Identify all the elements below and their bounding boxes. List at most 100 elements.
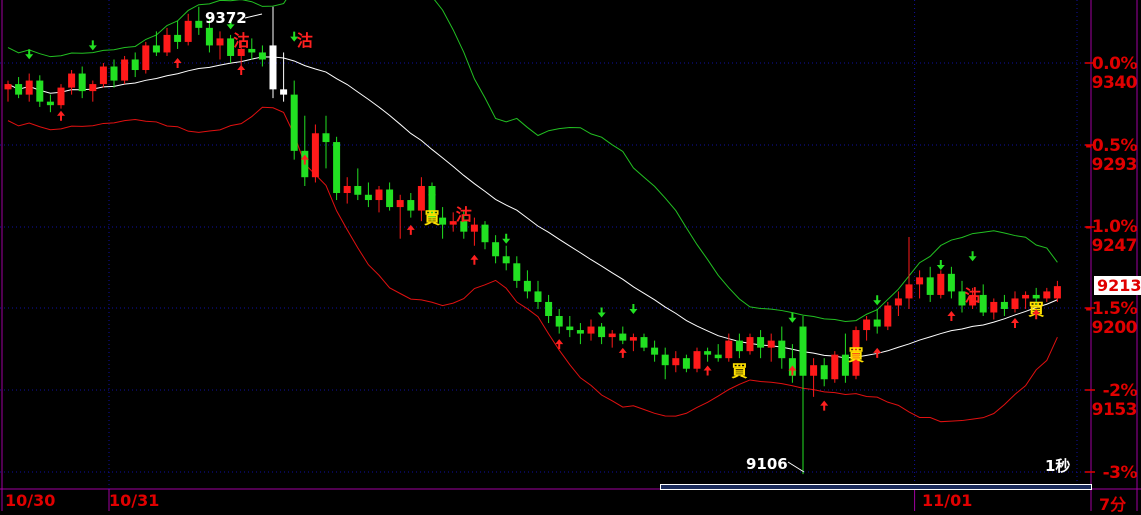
candle-body xyxy=(290,94,298,151)
candle-body xyxy=(810,365,818,376)
low-leader-line xyxy=(787,461,805,473)
up-arrow-icon xyxy=(406,224,415,235)
candle-body xyxy=(46,101,54,106)
candle-body xyxy=(587,326,595,334)
up-arrow-icon xyxy=(173,58,182,68)
buy-signal-label: 買 xyxy=(424,209,440,228)
candle-body xyxy=(269,45,277,90)
candle-body xyxy=(142,45,150,71)
up-arrow-icon xyxy=(618,347,627,358)
candle-body xyxy=(757,337,765,348)
sell-signal-label: 沽 xyxy=(456,205,472,224)
up-arrow-icon xyxy=(470,254,479,265)
candle-body xyxy=(258,52,266,60)
candle-body xyxy=(598,326,606,338)
candle-body xyxy=(619,333,627,341)
candle-body xyxy=(121,59,129,81)
candle-body xyxy=(322,133,330,143)
candle-body xyxy=(205,27,213,46)
candle-body xyxy=(863,319,871,331)
down-arrow-icon xyxy=(428,189,436,200)
candle-body xyxy=(227,38,235,56)
down-arrow-icon xyxy=(629,303,638,314)
candle-body xyxy=(820,365,828,380)
down-arrow-icon xyxy=(597,307,606,318)
timer-label: 1秒 xyxy=(1045,457,1071,475)
candle-body xyxy=(672,358,680,366)
candle-body xyxy=(36,80,44,102)
candle-body xyxy=(979,294,987,313)
candle-body xyxy=(428,185,436,218)
low-price-label: 9106 xyxy=(746,455,788,473)
candle-body xyxy=(280,89,288,95)
candle-body xyxy=(746,337,754,352)
candle-body xyxy=(1022,294,1030,299)
chart-scrollbar[interactable] xyxy=(660,484,1092,490)
candle-body xyxy=(364,194,372,201)
candle-body xyxy=(492,242,500,257)
candle-body xyxy=(131,59,139,71)
y-tick-price-3: 9200 xyxy=(1091,318,1138,338)
candle-body xyxy=(947,273,955,292)
candle-body xyxy=(682,358,690,369)
bollinger-lower-band xyxy=(7,106,1058,423)
buy-signal-label: 買 xyxy=(731,361,747,380)
candle-body xyxy=(916,277,924,285)
down-arrow-icon xyxy=(788,312,797,323)
candle-body xyxy=(237,48,245,56)
date-label-1030: 10/30 xyxy=(5,491,56,510)
candle-body xyxy=(248,48,256,53)
down-arrow-icon xyxy=(25,49,34,60)
candle-body xyxy=(693,351,701,369)
y-tick-percent-0: 0.0% xyxy=(1091,54,1138,74)
down-arrow-icon xyxy=(936,260,945,271)
candle-body xyxy=(990,301,998,313)
y-tick-percent-4: -2% xyxy=(1102,381,1138,401)
up-arrow-icon xyxy=(555,339,564,350)
sell-signal-label: 沽 xyxy=(965,286,981,305)
candle-body xyxy=(735,340,743,352)
up-arrow-icon xyxy=(820,400,829,411)
interval-label[interactable]: 7分 xyxy=(1099,495,1127,514)
candle-body xyxy=(386,189,394,208)
candle-body xyxy=(25,80,33,95)
y-tick-percent-3: -1.5% xyxy=(1085,299,1137,319)
up-arrow-icon xyxy=(873,347,882,358)
candle-body xyxy=(184,20,192,42)
candle-body xyxy=(470,224,478,232)
candle-body xyxy=(884,305,892,327)
moving-average-line xyxy=(7,56,1058,359)
candle-body xyxy=(375,189,383,201)
candle-body xyxy=(958,291,966,306)
candle-body xyxy=(311,133,319,178)
candle-body xyxy=(110,66,118,81)
down-arrow-icon xyxy=(226,19,235,30)
candle-body xyxy=(640,337,648,348)
up-arrow-icon xyxy=(703,365,712,376)
candle-body xyxy=(799,326,807,376)
candle-body xyxy=(714,354,722,359)
candle-body xyxy=(767,340,775,348)
up-arrow-icon xyxy=(300,154,309,165)
date-label-1031: 10/31 xyxy=(109,491,160,510)
up-arrow-icon xyxy=(947,311,956,322)
candle-body xyxy=(534,291,542,302)
candle-body xyxy=(15,84,23,95)
candle-body xyxy=(99,66,107,85)
candle-body xyxy=(555,316,563,327)
y-tick-percent-1: -0.5% xyxy=(1085,136,1137,156)
candle-body xyxy=(661,354,669,366)
date-label-1101: 11/01 xyxy=(922,491,973,510)
candle-body xyxy=(163,34,171,53)
candle-body xyxy=(4,84,12,90)
candle-body xyxy=(417,185,425,211)
candle-body xyxy=(407,200,415,211)
y-tick-price-2: 9247 xyxy=(1091,236,1138,256)
up-arrow-icon xyxy=(57,110,65,121)
candle-body xyxy=(523,280,531,292)
candle-body xyxy=(57,87,65,106)
buy-signal-label: 買 xyxy=(848,346,864,365)
y-tick-price-0: 9340 xyxy=(1091,73,1138,93)
candle-body xyxy=(343,185,351,194)
candle-body xyxy=(89,84,97,92)
